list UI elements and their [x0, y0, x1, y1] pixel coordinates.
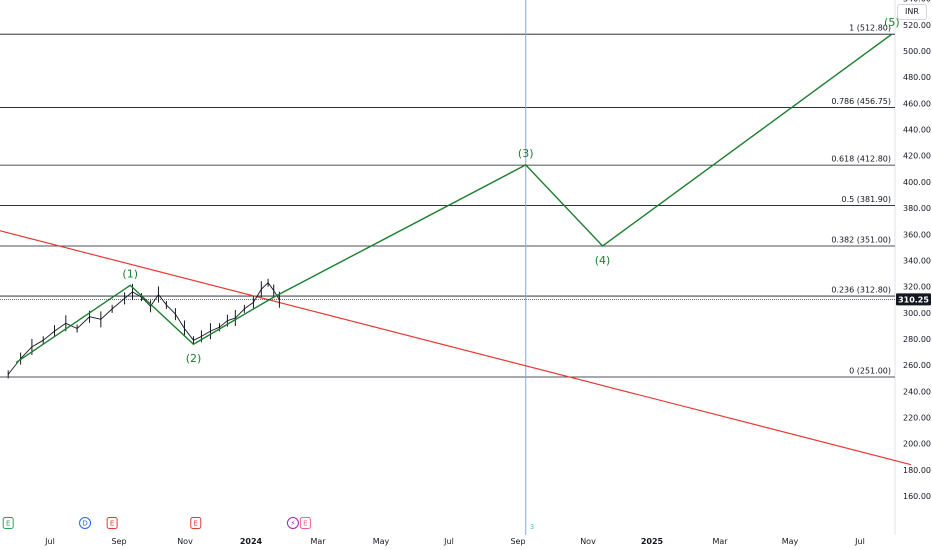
event-icon-letter: ⚡ [290, 520, 295, 528]
y-axis-tick: 460.00 [903, 99, 931, 108]
price-line-segment [234, 308, 245, 319]
wave-label: (3) [518, 147, 534, 160]
y-axis-tick: 340.00 [903, 256, 931, 265]
y-axis-tick: 280.00 [903, 335, 931, 344]
last-price-value: 310.25 [898, 295, 929, 304]
price-line-segment [54, 322, 67, 332]
x-axis-tick: Jul [44, 537, 55, 546]
price-line-segment [184, 328, 194, 341]
y-axis-tick: 320.00 [903, 283, 931, 292]
x-axis-tick: Jul [443, 537, 454, 546]
event-icon [286, 517, 299, 529]
event-icon [2, 517, 14, 529]
price-line-segment [31, 339, 44, 348]
fib-level-label: 0 (251.00) [849, 366, 891, 375]
x-axis-tick: Sep [111, 537, 126, 546]
y-axis-tick: 440.00 [903, 126, 931, 135]
event-icon [190, 517, 202, 529]
x-axis-tick: Mar [712, 537, 728, 546]
fib-level-label: 0.618 (412.80) [831, 155, 891, 164]
fib-level-label: 0.236 (312.80) [831, 286, 891, 295]
y-axis-tick: 520.00 [903, 21, 931, 30]
price-line-segment [100, 308, 113, 320]
y-axis-tick: 160.00 [903, 492, 931, 501]
price-line-segment [89, 316, 101, 320]
y-axis-tick: 480.00 [903, 73, 931, 82]
price-line-segment [76, 316, 90, 329]
trendline [0, 230, 912, 466]
y-axis-tick: 500.00 [903, 47, 931, 56]
x-axis-tick: May [373, 537, 390, 546]
elliott-wave-path [15, 33, 893, 364]
price-line-segment [150, 294, 159, 307]
price-line-segment [193, 335, 202, 341]
price-line-segment [244, 301, 254, 310]
vertical-marker-label: 3 [530, 523, 534, 531]
wave-label: (4) [595, 254, 611, 267]
x-axis-tick: May [782, 537, 799, 546]
event-icon-letter: E [6, 520, 10, 528]
price-line-segment [141, 296, 151, 307]
price-line-segment [124, 291, 133, 299]
last-price-tag [896, 293, 931, 306]
event-icon [79, 517, 92, 529]
price-line-segment [260, 282, 269, 290]
x-axis-tick: 2025 [641, 537, 664, 546]
currency-label[interactable]: INR [897, 4, 927, 20]
fib-level-label: 0.5 (381.90) [842, 195, 892, 204]
x-axis-tick: Mar [310, 537, 326, 546]
event-icon-letter: D [82, 520, 87, 528]
x-axis-tick: Nov [177, 537, 193, 546]
x-axis-tick: Sep [510, 537, 525, 546]
wave-label: (1) [122, 267, 138, 280]
event-icon-letter: E [303, 520, 307, 528]
price-line-segment [210, 326, 220, 332]
fib-level-label: 1 (512.80) [849, 24, 891, 33]
y-axis-tick: 240.00 [903, 387, 931, 396]
fib-level-label: 0.786 (456.75) [831, 97, 891, 106]
x-axis-tick: Nov [580, 537, 596, 546]
x-axis-tick: Jul [854, 537, 865, 546]
price-line-segment [20, 346, 33, 359]
wave-label: (2) [186, 352, 202, 365]
y-axis-tick: 200.00 [903, 440, 931, 449]
price-line-segment [42, 330, 55, 341]
event-icon [299, 517, 311, 529]
fib-level-label: 0.382 (351.00) [831, 236, 891, 245]
price-line-segment [227, 317, 236, 322]
x-axis-tick: 2024 [240, 537, 263, 546]
y-axis-tick: 420.00 [903, 152, 931, 161]
y-axis-tick: 260.00 [903, 361, 931, 370]
price-line-segment [166, 304, 176, 315]
price-line-segment [253, 289, 262, 303]
y-axis-tick: 360.00 [903, 230, 931, 239]
y-axis-tick: 220.00 [903, 414, 931, 423]
price-line-segment [267, 282, 275, 291]
price-line-segment [175, 313, 185, 329]
price-line-segment [132, 291, 142, 298]
price-line-segment [219, 320, 228, 328]
y-axis-tick: 400.00 [903, 178, 931, 187]
y-axis-tick: 540.00 [903, 0, 931, 4]
event-icon-letter: E [110, 520, 114, 528]
event-icon [106, 517, 118, 529]
price-line-segment [158, 294, 167, 306]
price-line-segment [201, 330, 211, 337]
y-axis-tick: 380.00 [903, 204, 931, 213]
y-axis-tick: 300.00 [903, 309, 931, 318]
wave-label: (5) [884, 16, 900, 29]
y-axis-tick: 180.00 [903, 466, 931, 475]
event-icon-letter: E [194, 520, 198, 528]
price-line-segment [111, 298, 125, 310]
